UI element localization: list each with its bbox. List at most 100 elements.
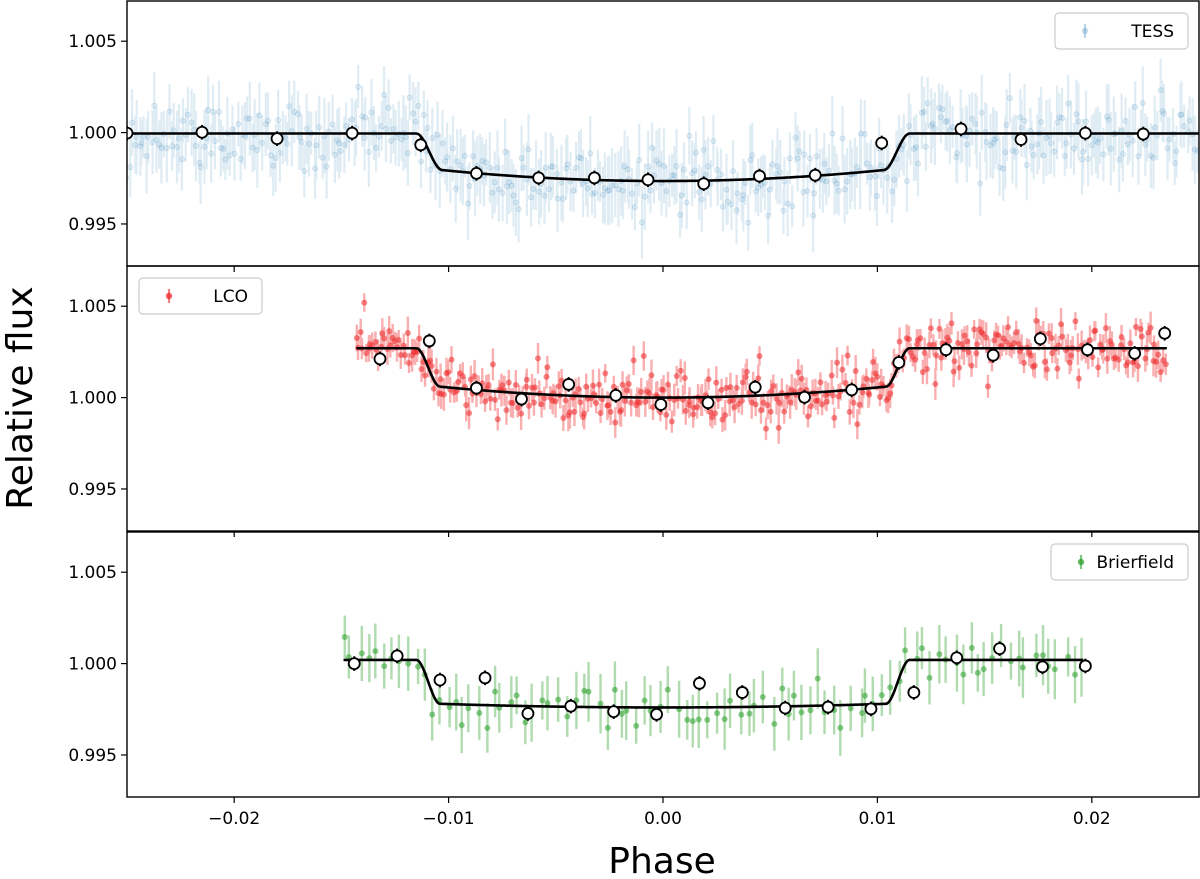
x-tick-label: 0.01 [858, 809, 896, 829]
raw-point [244, 115, 251, 122]
raw-point [752, 401, 759, 408]
raw-point [887, 390, 894, 397]
raw-point [842, 379, 849, 386]
raw-point [454, 158, 461, 165]
raw-point [404, 150, 411, 157]
raw-point [445, 369, 452, 376]
raw-point [1103, 113, 1110, 120]
binned-point [907, 686, 921, 699]
raw-point [538, 401, 545, 408]
raw-point [1040, 652, 1047, 659]
raw-point [984, 383, 991, 390]
raw-point [729, 397, 736, 404]
raw-point [636, 156, 643, 163]
raw-point [689, 170, 696, 177]
raw-point [1178, 111, 1185, 118]
raw-point [1173, 148, 1180, 155]
raw-point [1159, 108, 1166, 115]
raw-point [896, 338, 903, 345]
raw-point [921, 108, 928, 115]
raw-point [514, 404, 521, 411]
raw-point [1092, 327, 1099, 334]
raw-point [1051, 148, 1058, 155]
raw-point [618, 407, 625, 414]
raw-point [635, 399, 642, 406]
binned-point [1033, 332, 1047, 346]
raw-point [932, 381, 939, 388]
raw-point [1157, 87, 1164, 94]
raw-point [1017, 114, 1024, 121]
raw-point [291, 108, 298, 115]
raw-point [814, 675, 821, 682]
raw-point [807, 403, 814, 410]
raw-point [549, 163, 556, 170]
raw-point [660, 162, 667, 169]
raw-point [1139, 99, 1146, 106]
raw-point [170, 127, 177, 134]
raw-point [563, 165, 570, 172]
legend-label-tess: TESS [1130, 22, 1174, 42]
raw-point [220, 145, 227, 152]
raw-point [226, 152, 233, 159]
binned-point [748, 380, 762, 394]
raw-point [459, 373, 466, 380]
raw-point [978, 109, 985, 116]
raw-point [294, 111, 301, 118]
raw-point [664, 381, 671, 388]
raw-point [806, 155, 813, 162]
raw-point [1040, 152, 1047, 159]
raw-point [312, 165, 319, 172]
raw-point [355, 83, 362, 90]
raw-point [539, 697, 546, 704]
raw-point [208, 150, 215, 157]
raw-point [987, 142, 994, 149]
raw-point [530, 399, 537, 406]
raw-point [1034, 141, 1041, 148]
raw-point [489, 361, 496, 368]
raw-point [649, 144, 656, 151]
raw-point [466, 410, 473, 417]
raw-point [452, 185, 459, 192]
raw-point [777, 169, 784, 176]
raw-point [329, 121, 336, 128]
raw-point [1038, 118, 1045, 125]
raw-point [650, 404, 657, 411]
raw-point [485, 382, 492, 389]
raw-point [211, 138, 218, 145]
raw-point [1104, 355, 1111, 362]
raw-point [512, 199, 519, 206]
raw-point [368, 109, 375, 116]
model-curve-lco [356, 346, 1167, 399]
panel-tess: 0.995 1.000 1.005 TESS [68, 0, 1200, 272]
x-tick-label: −0.01 [423, 809, 475, 829]
legend-brierfield: Brierfield [1050, 543, 1189, 581]
raw-point [604, 724, 611, 731]
raw-point [633, 722, 640, 729]
raw-point [585, 688, 592, 695]
raw-point [837, 724, 844, 731]
binned-point [521, 707, 535, 720]
raw-point [828, 372, 835, 379]
raw-point [1100, 151, 1107, 158]
raw-point [887, 684, 894, 691]
raw-point [559, 195, 566, 202]
binned-point [954, 122, 968, 136]
raw-point [1153, 358, 1160, 365]
raw-point [835, 187, 842, 194]
raw-point [601, 185, 608, 192]
raw-point [525, 146, 532, 153]
raw-point [546, 186, 553, 193]
raw-point [313, 142, 320, 149]
raw-point [412, 118, 419, 125]
raw-point [1095, 364, 1102, 371]
raw-point [819, 401, 826, 408]
raw-point [796, 148, 803, 155]
raw-point [1054, 365, 1061, 372]
raw-point [618, 710, 625, 717]
data-layer-brierfield [341, 615, 1092, 756]
raw-point [625, 381, 632, 388]
raw-point [1162, 361, 1169, 368]
raw-point [841, 186, 848, 193]
raw-point [623, 387, 630, 394]
